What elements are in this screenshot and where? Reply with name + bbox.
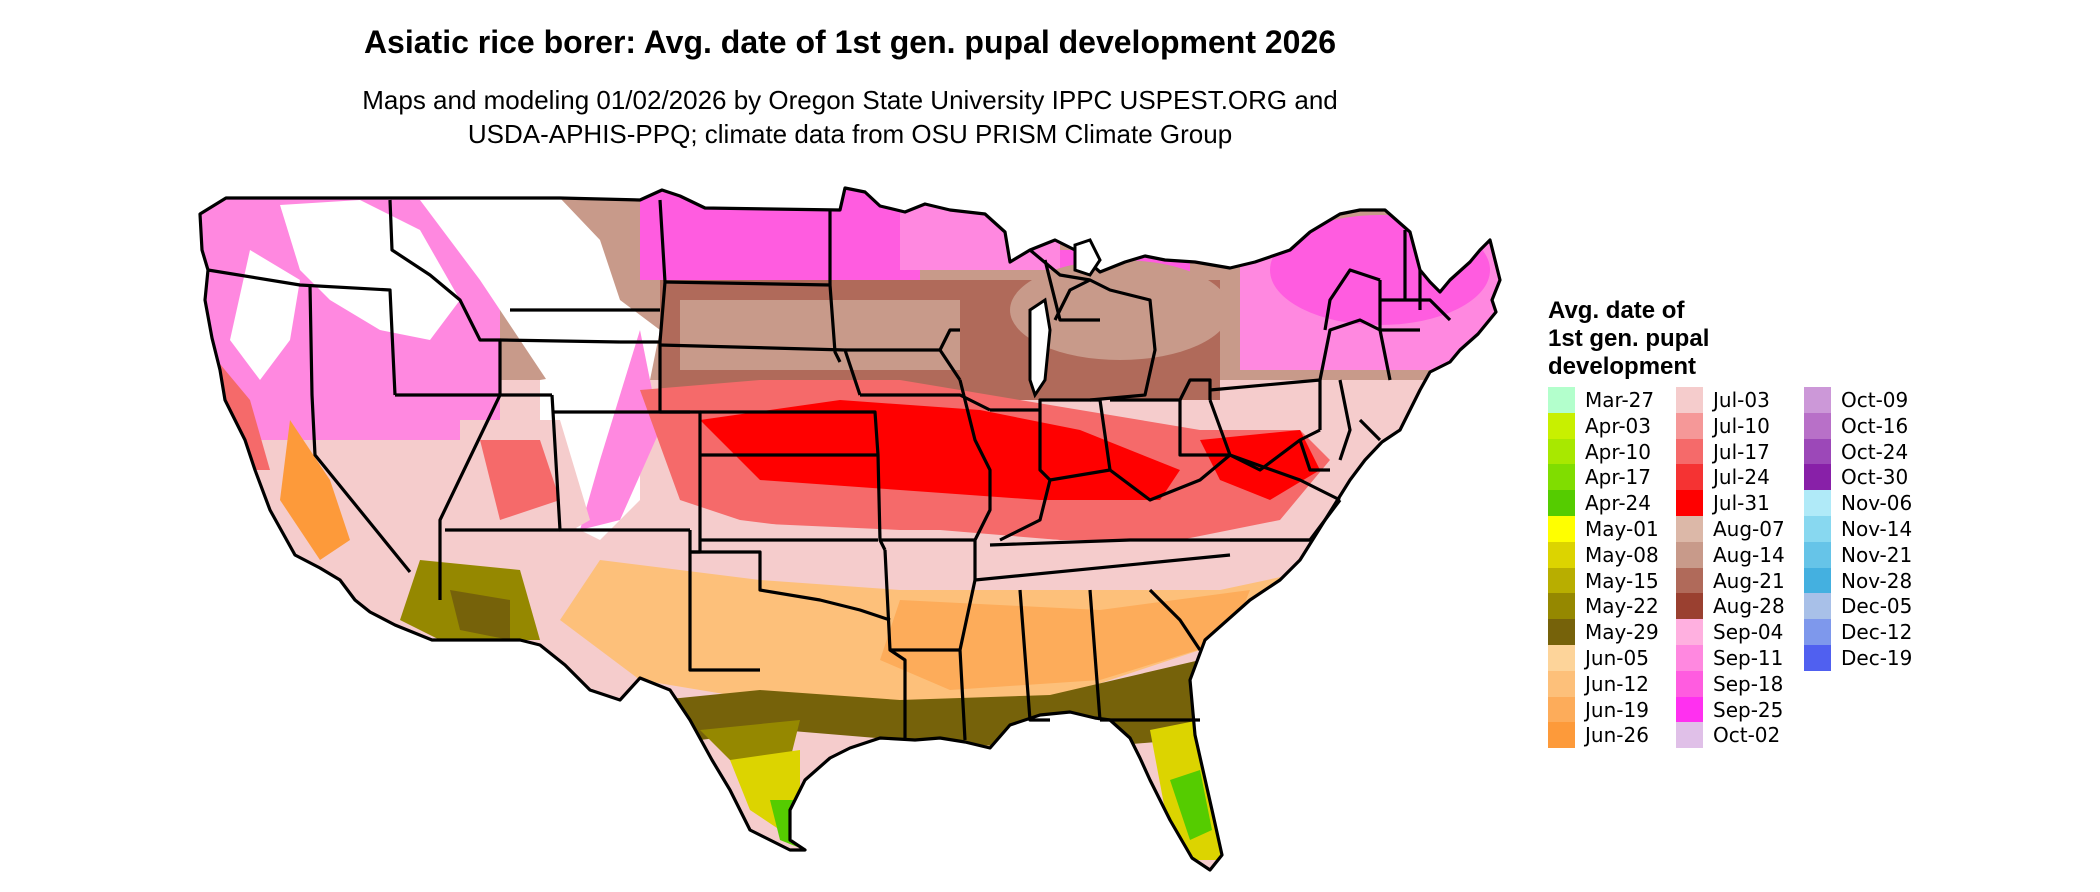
legend-swatch — [1548, 670, 1575, 697]
legend-swatch — [1804, 412, 1831, 439]
legend-swatch — [1676, 438, 1703, 465]
legend-swatch — [1676, 490, 1703, 516]
legend-label: Jun-12 — [1585, 671, 1649, 696]
legend-title-line-2: 1st gen. pupal — [1548, 325, 1710, 352]
legend-swatch — [1804, 593, 1831, 620]
legend-label: Dec-12 — [1841, 620, 1913, 645]
state-boundaries — [198, 186, 1502, 872]
legend-label: Jun-19 — [1585, 697, 1649, 722]
legend-label: Aug-21 — [1713, 568, 1785, 593]
legend-swatch — [1804, 541, 1831, 568]
legend-swatch — [1548, 722, 1575, 749]
legend-label: Dec-05 — [1841, 594, 1913, 619]
legend-label: Jun-26 — [1585, 723, 1649, 748]
great-lakes-outline — [1028, 238, 1102, 399]
legend-swatch — [1676, 722, 1703, 749]
subtitle-line-1: Maps and modeling 01/02/2026 by Oregon S… — [362, 85, 1338, 115]
legend-label: Apr-17 — [1585, 465, 1651, 490]
legend-label: Oct-30 — [1841, 465, 1909, 490]
legend-swatch — [1676, 567, 1703, 594]
legend-label: Nov-28 — [1841, 568, 1913, 593]
legend-label: May-22 — [1585, 594, 1659, 619]
legend-label: Sep-04 — [1713, 620, 1784, 645]
legend-swatch — [1548, 593, 1575, 620]
legend-swatch — [1804, 644, 1831, 671]
legend-swatch — [1676, 644, 1703, 671]
legend-label: Dec-19 — [1841, 645, 1913, 670]
legend-label: Oct-09 — [1841, 388, 1909, 412]
legend-swatch — [1676, 387, 1703, 413]
legend-swatch — [1804, 515, 1831, 542]
legend-label: Nov-06 — [1841, 491, 1913, 516]
legend-swatch — [1804, 619, 1831, 645]
legend-label: Mar-27 — [1585, 388, 1655, 412]
legend-swatch — [1676, 670, 1703, 697]
legend-swatch — [1676, 541, 1703, 568]
legend-swatch — [1676, 619, 1703, 645]
legend-swatch — [1548, 490, 1575, 516]
map-title: Asiatic rice borer: Avg. date of 1st gen… — [363, 24, 1337, 60]
legend-label: Sep-18 — [1713, 671, 1784, 696]
map-subtitle: Maps and modeling 01/02/2026 by Oregon S… — [320, 83, 1380, 151]
legend-label: Jun-05 — [1585, 645, 1649, 670]
legend-label: Nov-14 — [1841, 516, 1913, 541]
legend-label: Aug-14 — [1713, 542, 1785, 567]
legend-swatch — [1548, 567, 1575, 594]
legend-label: Jul-03 — [1713, 388, 1770, 412]
legend-swatch — [1548, 464, 1575, 491]
legend-label: Sep-25 — [1713, 697, 1784, 722]
legend-swatch — [1548, 387, 1575, 413]
legend-swatch — [1676, 593, 1703, 620]
legend-swatch — [1548, 412, 1575, 439]
legend-swatch — [1676, 464, 1703, 491]
legend-label: Jul-24 — [1713, 465, 1770, 490]
legend-label: May-29 — [1585, 620, 1659, 645]
legend-swatch — [1676, 696, 1703, 723]
legend-swatch — [1804, 490, 1831, 516]
legend-swatch — [1548, 438, 1575, 465]
legend-swatch — [1804, 567, 1831, 594]
subtitle-line-2: USDA-APHIS-PPQ; climate data from OSU PR… — [467, 119, 1233, 149]
legend-label: May-15 — [1585, 568, 1659, 593]
legend-label: Jul-31 — [1713, 491, 1770, 516]
legend-swatch — [1548, 696, 1575, 723]
legend-swatch — [1676, 412, 1703, 439]
legend-swatch — [1804, 464, 1831, 491]
legend-label: May-01 — [1585, 516, 1659, 541]
legend-swatch — [1676, 515, 1703, 542]
legend-label: Oct-02 — [1713, 723, 1781, 748]
legend-label: Jul-10 — [1713, 413, 1770, 438]
legend-swatch — [1804, 387, 1831, 413]
legend-label: Jul-17 — [1713, 439, 1770, 464]
legend-label: Oct-24 — [1841, 439, 1909, 464]
legend-label: Sep-11 — [1713, 645, 1784, 670]
legend-label: Apr-24 — [1585, 491, 1651, 516]
legend-title: Avg. date of 1st gen. pupal development — [1548, 297, 1768, 381]
legend-label: May-08 — [1585, 542, 1659, 567]
legend-swatch — [1548, 541, 1575, 568]
legend-label: Apr-10 — [1585, 439, 1651, 464]
legend-title-line-3: development — [1548, 353, 1697, 380]
legend-swatch — [1548, 619, 1575, 645]
legend-swatch — [1804, 438, 1831, 465]
legend-swatch — [1548, 644, 1575, 671]
legend-swatch — [1548, 515, 1575, 542]
legend-label: Oct-16 — [1841, 413, 1909, 438]
legend-label: Apr-03 — [1585, 413, 1651, 438]
legend-title-line-1: Avg. date of — [1548, 297, 1685, 324]
development-date-raster — [200, 188, 1500, 870]
legend-label: Aug-28 — [1713, 594, 1785, 619]
legend-label: Aug-07 — [1713, 516, 1785, 541]
legend-label: Nov-21 — [1841, 542, 1913, 567]
